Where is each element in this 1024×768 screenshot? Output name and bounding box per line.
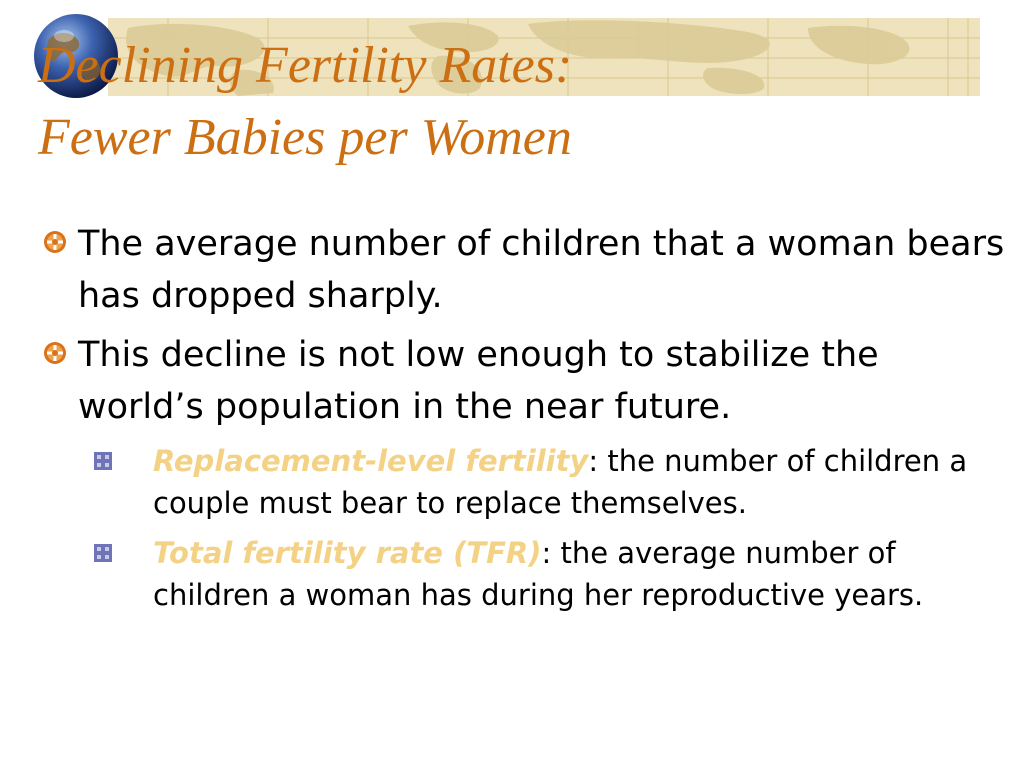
term-replacement-level-fertility: Replacement-level fertility bbox=[153, 444, 589, 478]
slide-content: The average number of children that a wo… bbox=[40, 218, 1010, 624]
sub-bullet-item: Total fertility rate (TFR): the average … bbox=[94, 532, 1010, 616]
bullet-item: The average number of children that a wo… bbox=[40, 218, 1010, 322]
term-definition: : the number of children a couple must b… bbox=[153, 444, 968, 520]
gear-bullet-icon bbox=[44, 342, 66, 364]
square-bullet-icon bbox=[94, 544, 112, 562]
term-definition: : the average number of children a woman… bbox=[153, 536, 924, 612]
globe-icon bbox=[34, 14, 118, 98]
bullet-text: This decline is not low enough to stabil… bbox=[78, 335, 879, 427]
world-map-icon bbox=[108, 18, 980, 96]
sub-bullet-item: Replacement-level fertility: the number … bbox=[94, 440, 1010, 524]
term-total-fertility-rate: Total fertility rate (TFR) bbox=[153, 536, 542, 570]
slide-title-line-2: Fewer Babies per Women bbox=[38, 109, 572, 166]
slide-title-line-1: Declining Fertility Rates: bbox=[38, 37, 573, 94]
bullet-text: The average number of children that a wo… bbox=[78, 224, 1005, 316]
square-bullet-icon bbox=[94, 452, 112, 470]
gear-bullet-icon bbox=[44, 231, 66, 253]
slide-title: Declining Fertility Rates: Fewer Babies … bbox=[38, 30, 572, 174]
world-map-banner bbox=[108, 18, 980, 96]
bullet-item: This decline is not low enough to stabil… bbox=[40, 329, 1010, 433]
